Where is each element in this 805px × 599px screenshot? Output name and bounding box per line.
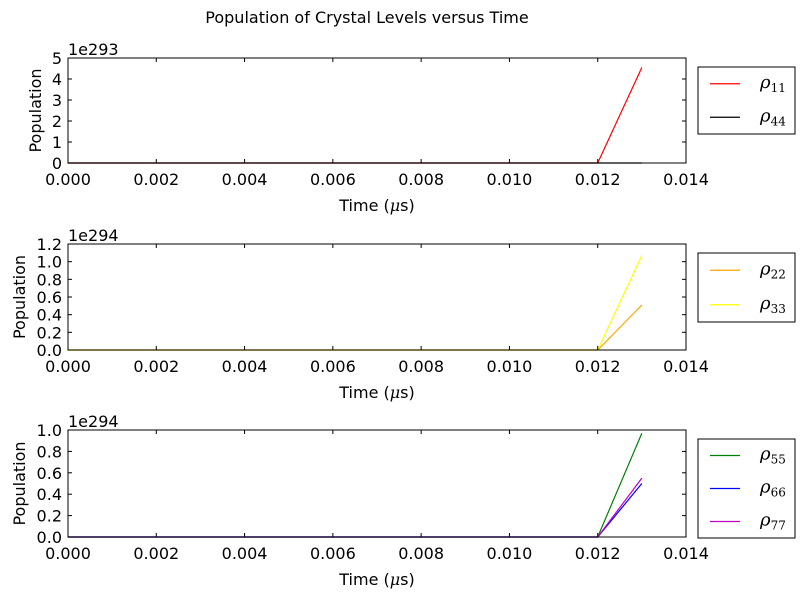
y-tick-label: 0.4 bbox=[37, 306, 62, 325]
legend-subscript: 44 bbox=[771, 114, 787, 128]
x-tick-label: 0.002 bbox=[133, 170, 179, 189]
x-tick-label: 0.006 bbox=[310, 357, 356, 376]
x-tick-label: 0.010 bbox=[487, 544, 533, 563]
y-tick-label: 0 bbox=[52, 154, 62, 173]
axes-frame bbox=[67, 57, 687, 164]
y-tick-label: 5 bbox=[52, 49, 62, 68]
series-line-11 bbox=[68, 67, 643, 164]
x-tick-label: 0.000 bbox=[45, 170, 91, 189]
panel-2: 0.000 0.002 0.004 0.006 0.008 0.010 0.012 0.014… bbox=[10, 226, 796, 402]
y-tick-label: 0.0 bbox=[37, 528, 62, 547]
panel-3: 0.000 0.002 0.004 0.006 0.008 0.010 0.012 0.014… bbox=[10, 412, 796, 589]
y-tick-label: 1.0 bbox=[37, 421, 62, 440]
legend-subscript: 33 bbox=[771, 302, 786, 316]
series-line-55 bbox=[68, 432, 643, 538]
legend-symbol: ρ bbox=[759, 444, 771, 465]
y-axis-label: Population bbox=[10, 255, 29, 339]
x-tick-label: 0.006 bbox=[310, 170, 356, 189]
x-tick-label: 0.012 bbox=[575, 170, 621, 189]
y-tick-label: 0.8 bbox=[37, 442, 62, 461]
axes-frame bbox=[67, 243, 687, 351]
x-tick-label: 0.004 bbox=[222, 170, 268, 189]
legend-label-77: ρ77 bbox=[759, 510, 786, 533]
x-tick-label: 0.008 bbox=[398, 544, 444, 563]
y-axis-label: Population bbox=[26, 68, 45, 152]
y-tick-label: 0.2 bbox=[37, 323, 62, 342]
legend-label-55: ρ55 bbox=[759, 444, 786, 467]
x-tick-label: 0.012 bbox=[575, 544, 621, 563]
y-offset-text: 1e293 bbox=[68, 40, 119, 59]
x-tick-label: 0.012 bbox=[575, 357, 621, 376]
x-tick-label: 0.000 bbox=[45, 544, 91, 563]
y-tick-label: 0.0 bbox=[37, 341, 62, 360]
y-tick-label: 0.4 bbox=[37, 485, 62, 504]
y-tick-label: 0.8 bbox=[37, 270, 62, 289]
panels: 0.000 0.002 0.004 0.006 0.008 0.010 0.012 0.014… bbox=[10, 40, 796, 589]
legend-label-33: ρ33 bbox=[759, 293, 786, 316]
panel-1: 0.000 0.002 0.004 0.006 0.008 0.010 0.012 0.014… bbox=[26, 40, 796, 215]
legend-box bbox=[697, 66, 796, 135]
y-tick-label: 0.2 bbox=[37, 507, 62, 526]
legend-symbol: ρ bbox=[759, 105, 771, 126]
legend-subscript: 77 bbox=[771, 519, 786, 533]
y-tick-label: 0.6 bbox=[37, 464, 62, 483]
legend-symbol: ρ bbox=[759, 72, 771, 93]
y-tick-label: 3 bbox=[52, 91, 62, 110]
y-tick-label: 1.2 bbox=[37, 235, 62, 254]
legend-box bbox=[697, 252, 796, 323]
legend-subscript: 11 bbox=[771, 81, 786, 95]
series-line-66 bbox=[68, 483, 643, 538]
axes-frame bbox=[67, 429, 687, 538]
legend-label-66: ρ66 bbox=[759, 477, 786, 500]
y-offset-text: 1e294 bbox=[68, 226, 119, 245]
x-tick-label: 0.014 bbox=[663, 544, 709, 563]
series-line-77 bbox=[68, 477, 643, 538]
legend-subscript: 55 bbox=[771, 453, 786, 467]
legend-symbol: ρ bbox=[759, 293, 771, 314]
y-tick-label: 1.0 bbox=[37, 253, 62, 272]
y-tick-label: 4 bbox=[52, 70, 62, 89]
x-axis-label: Time (μs) bbox=[338, 570, 414, 589]
x-tick-label: 0.008 bbox=[398, 357, 444, 376]
x-tick-label: 0.008 bbox=[398, 170, 444, 189]
series-line-22 bbox=[68, 304, 643, 351]
x-tick-label: 0.002 bbox=[133, 544, 179, 563]
legend-subscript: 22 bbox=[771, 267, 786, 281]
legend-symbol: ρ bbox=[759, 510, 771, 531]
legend-symbol: ρ bbox=[759, 477, 771, 498]
x-tick-label: 0.014 bbox=[663, 170, 709, 189]
y-offset-text: 1e294 bbox=[68, 412, 119, 431]
series-line-33 bbox=[68, 255, 643, 351]
legend-label-11: ρ11 bbox=[759, 72, 786, 95]
legend-label-22: ρ22 bbox=[759, 258, 786, 281]
x-tick-label: 0.004 bbox=[222, 544, 268, 563]
y-tick-label: 2 bbox=[52, 112, 62, 131]
y-tick-label: 0.6 bbox=[37, 288, 62, 307]
legend-symbol: ρ bbox=[759, 258, 771, 279]
figure-title: Population of Crystal Levels versus Time bbox=[205, 8, 528, 27]
x-tick-label: 0.010 bbox=[487, 170, 533, 189]
legend-label-44: ρ44 bbox=[759, 105, 786, 128]
y-tick-label: 1 bbox=[52, 133, 62, 152]
x-tick-label: 0.014 bbox=[663, 357, 709, 376]
x-tick-label: 0.004 bbox=[222, 357, 268, 376]
x-tick-label: 0.002 bbox=[133, 357, 179, 376]
x-axis-label: Time (μs) bbox=[338, 196, 414, 215]
y-axis-label: Population bbox=[10, 441, 29, 525]
x-axis-label: Time (μs) bbox=[338, 383, 414, 402]
x-tick-label: 0.000 bbox=[45, 357, 91, 376]
x-tick-label: 0.010 bbox=[487, 357, 533, 376]
x-tick-label: 0.006 bbox=[310, 544, 356, 563]
legend-subscript: 66 bbox=[771, 486, 786, 500]
